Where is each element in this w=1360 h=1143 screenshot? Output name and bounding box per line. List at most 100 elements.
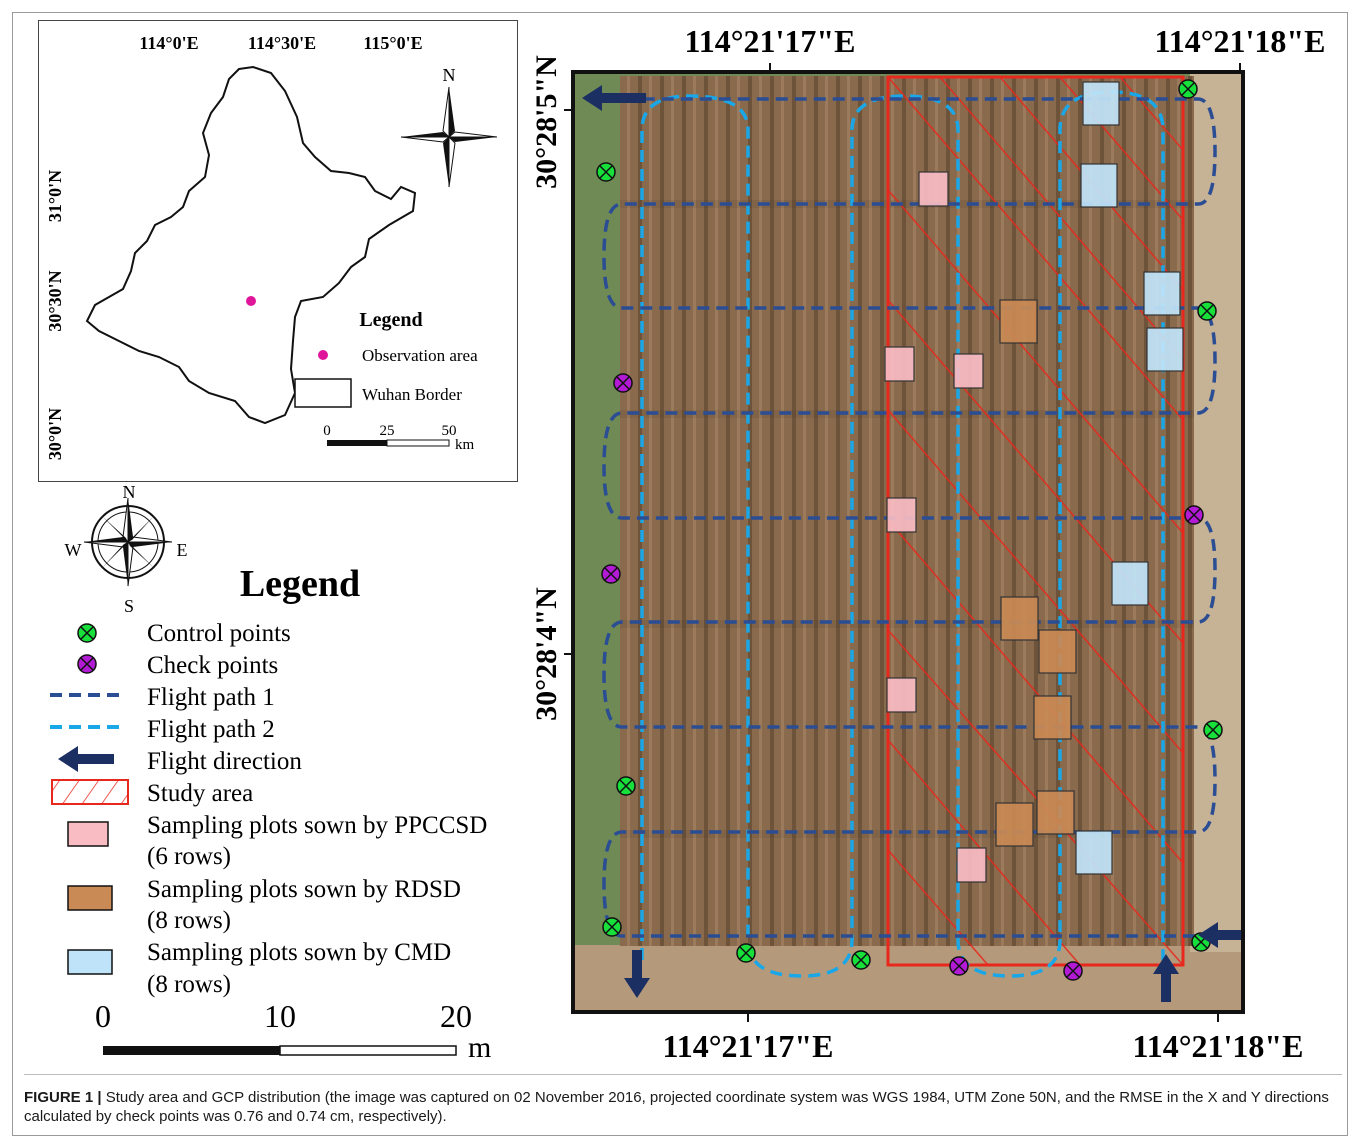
inset-lon-tick: 114°30'E <box>248 33 316 53</box>
scale-tick: 0 <box>95 998 111 1034</box>
map-top-lon-label: 114°21'18"E <box>1154 23 1325 59</box>
ppccsd-plot <box>918 171 949 207</box>
scale-tick: 20 <box>440 998 472 1034</box>
legend-label: Flight path 2 <box>147 716 275 743</box>
flight-direction-arrow-icon <box>624 950 650 998</box>
map-bottom-lon-label: 114°21'17"E <box>662 1028 833 1064</box>
inset-legend-label: Observation area <box>362 346 478 365</box>
compass-rose-icon <box>83 497 173 587</box>
inset-lat-tick: 30°0'N <box>45 408 65 460</box>
control-points <box>596 79 1223 970</box>
control-point-marker <box>596 162 616 182</box>
flight-direction-arrow-icon <box>582 85 646 111</box>
flight-direction-arrow-icon <box>1198 922 1243 948</box>
legend-label: Check points <box>147 652 278 679</box>
scale-bar-black <box>103 1046 280 1055</box>
inset-scale-bar-white <box>386 439 450 447</box>
compass-e-label: E <box>177 540 188 560</box>
control-point-marker <box>851 950 871 970</box>
check-points <box>601 373 1204 981</box>
map-left-lat-label: 30°28'4"N <box>530 587 563 721</box>
check-point-marker <box>613 373 633 393</box>
caption-label: FIGURE 1 | <box>24 1089 102 1106</box>
check-point-marker <box>1063 961 1083 981</box>
inset-legend-observation-swatch <box>318 350 328 360</box>
legend-label: Sampling plots sown by CMD <box>147 939 451 966</box>
map-road-bottom <box>573 945 1243 1012</box>
legend-label: Sampling plots sown by RDSD <box>147 876 461 903</box>
check-point-marker <box>601 564 621 584</box>
ppccsd-plots <box>884 171 987 883</box>
legend-label-sub: (6 rows) <box>147 843 231 870</box>
rdsd-plot <box>999 299 1038 344</box>
legend-label-sub: (8 rows) <box>147 907 231 934</box>
caption-text: Study area and GCP distribution (the ima… <box>24 1089 1329 1125</box>
field-bands <box>620 200 1194 838</box>
inset-scale-tick: 25 <box>380 423 395 439</box>
inset-lon-tick: 115°0'E <box>363 33 422 53</box>
scale-tick: 10 <box>264 998 296 1034</box>
rdsd-plot <box>1033 695 1072 740</box>
cmd-plot-swatch <box>67 949 113 975</box>
inset-scale-bar-black <box>327 440 387 446</box>
legend-label: Study area <box>147 780 253 807</box>
map-left-lat-label: 30°28'5"N <box>530 55 563 189</box>
inset-legend-label: Wuhan Border <box>362 385 462 404</box>
ppccsd-plot-swatch <box>67 821 109 847</box>
observation-area-marker <box>246 296 256 306</box>
rdsd-plot <box>1038 629 1077 674</box>
inset-scale-tick: 0 <box>323 423 331 439</box>
inset-legend-border-swatch <box>294 378 352 408</box>
ppccsd-plot <box>884 346 915 382</box>
scale-bar-white <box>279 1045 457 1056</box>
inset-scale-tick: 50 <box>442 423 457 439</box>
inset-lat-tick: 31°0'N <box>45 170 65 222</box>
ppccsd-plot <box>886 497 917 533</box>
inset-north-label: N <box>443 65 456 85</box>
flight-path-2 <box>640 90 1165 978</box>
ppccsd-plot <box>956 847 987 883</box>
cmd-plot <box>1075 830 1113 875</box>
ppccsd-plot <box>886 677 917 713</box>
cmd-plot <box>1080 163 1118 208</box>
legend-title: Legend <box>240 563 360 605</box>
inset-lat-tick: 30°30'N <box>45 270 65 331</box>
inset-scale-unit: km <box>455 437 475 453</box>
control-point-marker <box>736 943 756 963</box>
cmd-plots <box>1075 81 1184 875</box>
rdsd-plot-swatch <box>67 885 113 911</box>
check-point-marker <box>949 956 969 976</box>
cmd-plot <box>1111 561 1149 606</box>
ppccsd-plot <box>953 353 984 389</box>
flight-direction-arrow-icon <box>1153 954 1179 1002</box>
map-bottom-lon-label: 114°21'18"E <box>1132 1028 1303 1064</box>
map-border <box>571 70 1245 1014</box>
wuhan-border <box>85 65 417 425</box>
check-point-icon <box>77 654 97 674</box>
study-area-swatch <box>51 779 129 805</box>
inset-north-arrow-icon <box>400 86 498 188</box>
map-top-lon-label: 114°21'17"E <box>684 23 855 59</box>
control-point-marker <box>1197 301 1217 321</box>
cmd-plot <box>1143 271 1181 316</box>
compass-s-label: S <box>124 596 134 616</box>
legend-label: Control points <box>147 620 291 647</box>
cmd-plot <box>1146 327 1184 372</box>
inset-legend-title: Legend <box>359 309 422 331</box>
rdsd-plot <box>1036 790 1075 835</box>
check-point-marker <box>1184 505 1204 525</box>
legend-label: Sampling plots sown by PPCCSD <box>147 812 487 839</box>
figure-caption: FIGURE 1 | Study area and GCP distributi… <box>24 1074 1342 1127</box>
legend-label: Flight direction <box>147 748 302 775</box>
rdsd-plots <box>995 299 1077 847</box>
legend-label-sub: (8 rows) <box>147 971 231 998</box>
rdsd-plot <box>1000 596 1039 641</box>
control-point-icon <box>77 623 97 643</box>
legend-label: Flight path 1 <box>147 684 275 711</box>
figure-frame <box>12 12 1348 1136</box>
rdsd-plot <box>995 802 1034 847</box>
control-point-marker <box>616 776 636 796</box>
flight-direction-arrows <box>582 85 1243 1002</box>
inset-map-panel: 114°0'E 114°30'E 115°0'E 31°0'N 30°30'N … <box>38 20 518 482</box>
